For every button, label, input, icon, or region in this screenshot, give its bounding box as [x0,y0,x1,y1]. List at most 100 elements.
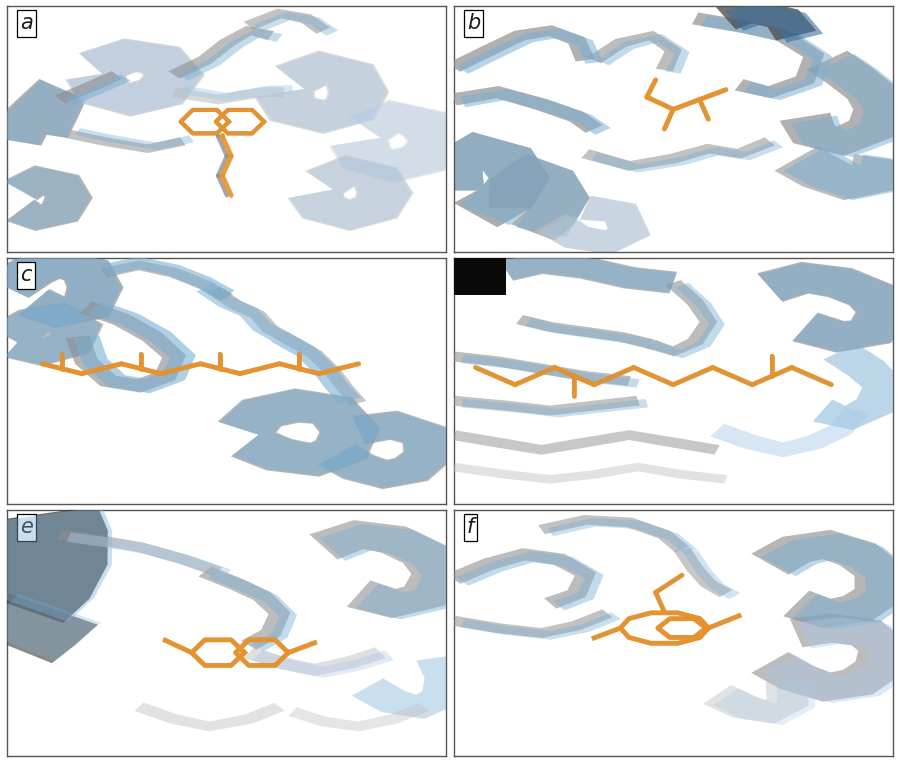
Polygon shape [253,650,394,678]
Polygon shape [0,303,104,367]
Bar [454,258,507,295]
Polygon shape [716,0,816,40]
Polygon shape [282,336,366,405]
Polygon shape [331,101,466,182]
Polygon shape [752,613,900,702]
Polygon shape [489,154,590,237]
Polygon shape [73,301,196,393]
Text: a: a [21,14,33,34]
Text: d: d [467,265,480,286]
Polygon shape [0,506,108,623]
Polygon shape [547,518,698,554]
Polygon shape [761,533,900,629]
Polygon shape [64,74,130,105]
Polygon shape [0,507,112,622]
Polygon shape [684,550,740,599]
Polygon shape [452,463,727,484]
Polygon shape [423,132,550,227]
Polygon shape [461,399,648,418]
Polygon shape [581,137,775,171]
Polygon shape [452,351,631,386]
Polygon shape [752,530,900,628]
Text: b: b [467,14,480,34]
Polygon shape [253,11,338,36]
Polygon shape [423,132,550,225]
Polygon shape [290,156,411,230]
Polygon shape [761,617,900,703]
Polygon shape [318,411,454,489]
Polygon shape [538,515,689,552]
Polygon shape [535,196,651,255]
Polygon shape [4,167,91,230]
Polygon shape [460,89,610,135]
Polygon shape [100,257,235,299]
Polygon shape [288,155,413,231]
Polygon shape [256,52,387,133]
Polygon shape [288,703,429,732]
Polygon shape [320,523,471,620]
Polygon shape [526,318,663,351]
Polygon shape [516,315,654,349]
Polygon shape [101,261,233,301]
Polygon shape [451,610,612,638]
Polygon shape [55,71,122,104]
Polygon shape [714,684,816,725]
Polygon shape [76,128,194,150]
Polygon shape [489,154,590,241]
Polygon shape [0,594,101,661]
Polygon shape [450,86,603,133]
Polygon shape [783,146,900,200]
Polygon shape [58,530,222,575]
Polygon shape [209,570,297,652]
Polygon shape [329,100,468,183]
Polygon shape [4,165,93,231]
Polygon shape [774,146,900,200]
Polygon shape [0,247,123,328]
Polygon shape [588,30,682,71]
Polygon shape [244,8,330,34]
Polygon shape [447,548,596,609]
Polygon shape [590,140,783,173]
Polygon shape [0,304,101,365]
Polygon shape [725,2,824,43]
Polygon shape [352,655,468,719]
Polygon shape [0,80,84,146]
Text: e: e [21,517,33,537]
Polygon shape [207,287,294,343]
Polygon shape [597,34,689,73]
Polygon shape [500,253,677,293]
Polygon shape [779,51,900,156]
Polygon shape [181,85,292,101]
Text: c: c [21,265,32,286]
Polygon shape [134,703,284,732]
Polygon shape [0,79,86,146]
Polygon shape [172,87,284,104]
Polygon shape [68,40,203,116]
Polygon shape [199,566,291,650]
Polygon shape [813,344,900,430]
Polygon shape [692,12,824,98]
Polygon shape [255,50,390,134]
Polygon shape [243,647,386,676]
Polygon shape [220,389,378,475]
Polygon shape [218,389,381,477]
Polygon shape [0,248,122,327]
Polygon shape [456,28,603,74]
Polygon shape [66,302,186,392]
Polygon shape [456,551,604,610]
Polygon shape [656,283,725,358]
Polygon shape [0,592,98,663]
Polygon shape [710,407,869,457]
Polygon shape [66,38,205,117]
Polygon shape [500,252,677,293]
Polygon shape [451,431,720,455]
Polygon shape [271,332,361,404]
Polygon shape [460,612,621,640]
Polygon shape [647,280,717,357]
Polygon shape [196,283,287,341]
Polygon shape [447,25,595,72]
Text: f: f [467,517,474,537]
Polygon shape [320,411,453,488]
Polygon shape [461,354,640,388]
Polygon shape [701,15,832,100]
